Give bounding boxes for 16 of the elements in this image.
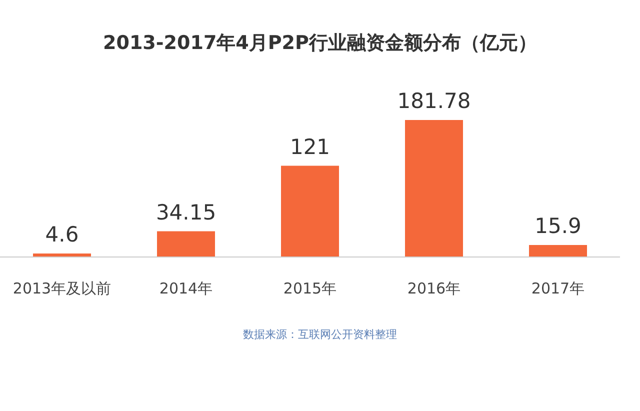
- data-label: 121: [290, 134, 330, 159]
- source-note: 数据来源：互联网公开资料整理: [242, 327, 398, 342]
- x-tick-label: 2013年及以前: [12, 280, 112, 298]
- data-label: 34.15: [156, 200, 216, 224]
- x-tick-label: 2016年: [407, 280, 461, 298]
- x-tick-label: 2015年: [283, 280, 337, 298]
- data-label: 4.6: [45, 222, 79, 247]
- data-label: 15.9: [534, 214, 582, 238]
- bar: [529, 245, 587, 257]
- x-tick-label: 2014年: [159, 280, 213, 298]
- x-tick-label: 2017年: [531, 280, 585, 298]
- chart-title: 2013-2017年4月P2P行业融资金额分布（亿元）: [102, 31, 538, 56]
- data-label: 181.78: [397, 89, 471, 113]
- bar: [281, 166, 339, 257]
- bar: [405, 120, 463, 257]
- bar: [157, 231, 215, 257]
